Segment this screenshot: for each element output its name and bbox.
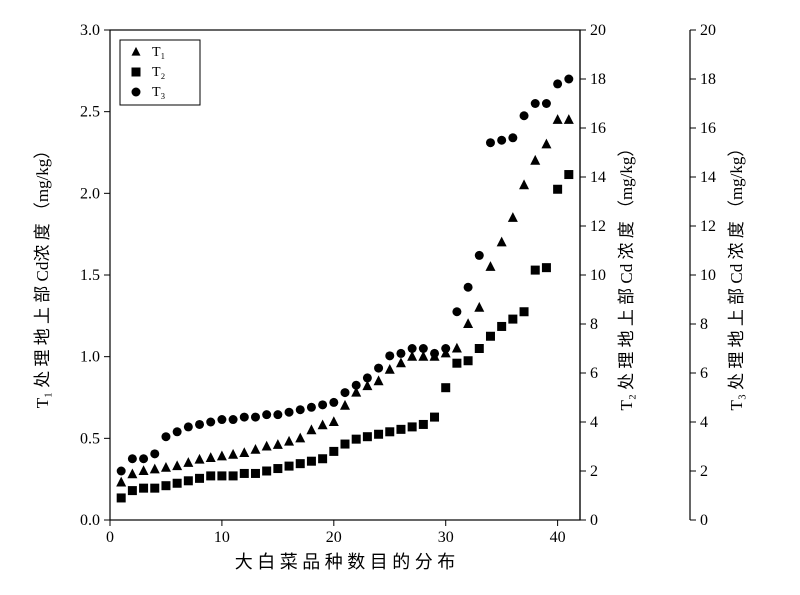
svg-text:0.5: 0.5 — [80, 430, 100, 447]
svg-text:0: 0 — [590, 512, 598, 529]
svg-text:0: 0 — [700, 512, 708, 529]
svg-text:2: 2 — [700, 463, 708, 480]
svg-text:1.5: 1.5 — [80, 267, 100, 284]
svg-text:1.0: 1.0 — [80, 349, 100, 366]
legend: T₁ T₂ T₃ — [120, 40, 200, 105]
svg-text:40: 40 — [550, 529, 566, 546]
svg-text:10: 10 — [700, 267, 716, 284]
scatter-chart: 010203040大 白 菜 品 种 数 目 的 分 布0.00.51.01.5… — [0, 0, 800, 595]
svg-text:12: 12 — [590, 218, 606, 235]
svg-text:14: 14 — [700, 169, 716, 186]
svg-text:20: 20 — [700, 22, 716, 39]
svg-text:T₃ 处 理 地 上 部 Cd 浓 度 （mg/kg）: T₃ 处 理 地 上 部 Cd 浓 度 （mg/kg） — [727, 140, 746, 411]
svg-text:2: 2 — [590, 463, 598, 480]
svg-text:0: 0 — [106, 529, 114, 546]
svg-text:4: 4 — [590, 414, 598, 431]
svg-text:14: 14 — [590, 169, 606, 186]
svg-text:8: 8 — [590, 316, 598, 333]
svg-text:T₂ 处 理 地 上 部 Cd 浓 度 （mg/kg）: T₂ 处 理 地 上 部 Cd 浓 度 （mg/kg） — [617, 140, 636, 411]
svg-text:大 白 菜 品 种 数 目 的 分 布: 大 白 菜 品 种 数 目 的 分 布 — [235, 552, 456, 572]
svg-text:16: 16 — [590, 120, 606, 137]
svg-text:T₁: T₁ — [152, 45, 165, 60]
svg-text:4: 4 — [700, 414, 708, 431]
svg-text:20: 20 — [326, 529, 342, 546]
svg-text:18: 18 — [590, 71, 606, 88]
svg-text:T₃: T₃ — [152, 85, 166, 100]
svg-text:T₂: T₂ — [152, 65, 166, 80]
svg-text:2.0: 2.0 — [80, 185, 100, 202]
svg-text:6: 6 — [590, 365, 598, 382]
svg-text:16: 16 — [700, 120, 716, 137]
svg-text:2.5: 2.5 — [80, 104, 100, 121]
svg-text:20: 20 — [590, 22, 606, 39]
svg-text:10: 10 — [590, 267, 606, 284]
svg-text:8: 8 — [700, 316, 708, 333]
svg-text:6: 6 — [700, 365, 708, 382]
svg-text:18: 18 — [700, 71, 716, 88]
svg-text:T₁ 处 理 地 上 部 Cd浓 度 （mg/kg）: T₁ 处 理 地 上 部 Cd浓 度 （mg/kg） — [33, 142, 52, 409]
svg-text:0.0: 0.0 — [80, 512, 100, 529]
svg-text:3.0: 3.0 — [80, 22, 100, 39]
svg-text:12: 12 — [700, 218, 716, 235]
svg-text:10: 10 — [214, 529, 230, 546]
svg-text:30: 30 — [438, 529, 454, 546]
